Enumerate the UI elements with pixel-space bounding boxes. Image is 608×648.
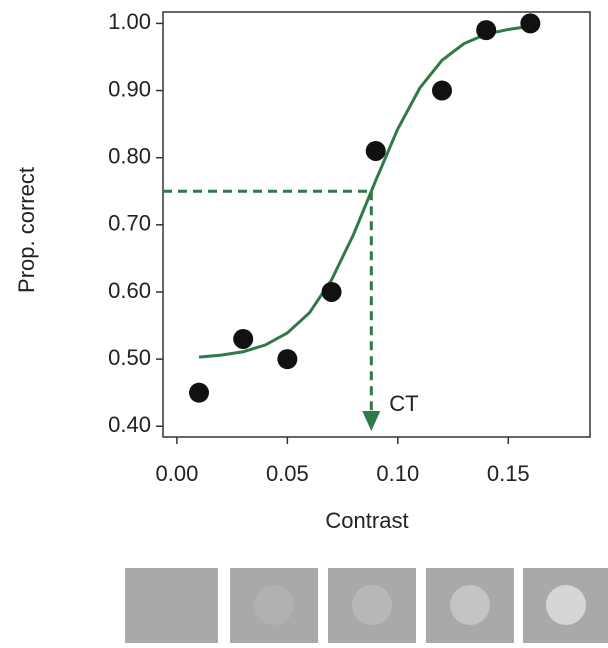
stimulus-patches <box>125 568 608 643</box>
y-tick-label: 0.60 <box>108 278 151 303</box>
y-axis-label: Prop. correct <box>14 167 39 293</box>
fit-curve <box>198 24 531 359</box>
data-point <box>233 328 254 349</box>
patch-spot <box>254 585 294 625</box>
patch-spot <box>352 585 392 625</box>
x-tick-label: 0.10 <box>376 461 419 486</box>
y-tick-label: 0.40 <box>108 412 151 437</box>
y-tick-label: 1.00 <box>108 9 151 34</box>
y-tick-label: 0.50 <box>108 345 151 370</box>
patch-spot <box>546 585 586 625</box>
y-tick-label: 0.70 <box>108 211 151 236</box>
y-tick-label: 0.80 <box>108 144 151 169</box>
data-point <box>431 80 452 101</box>
data-point <box>277 349 298 370</box>
patch-spot <box>450 585 490 625</box>
data-point <box>476 20 497 41</box>
x-tick-label: 0.15 <box>487 461 530 486</box>
data-point <box>365 140 386 161</box>
data-point <box>189 382 210 403</box>
x-axis-label: Contrast <box>325 508 408 533</box>
patch <box>125 568 218 643</box>
threshold-arrow <box>362 411 381 431</box>
data-point <box>520 13 541 34</box>
data-point <box>321 281 342 302</box>
y-tick-label: 0.90 <box>108 76 151 101</box>
plot-frame <box>162 11 591 438</box>
x-tick-label: 0.05 <box>266 461 309 486</box>
threshold-label: CT <box>389 391 418 416</box>
x-tick-label: 0.00 <box>156 461 199 486</box>
